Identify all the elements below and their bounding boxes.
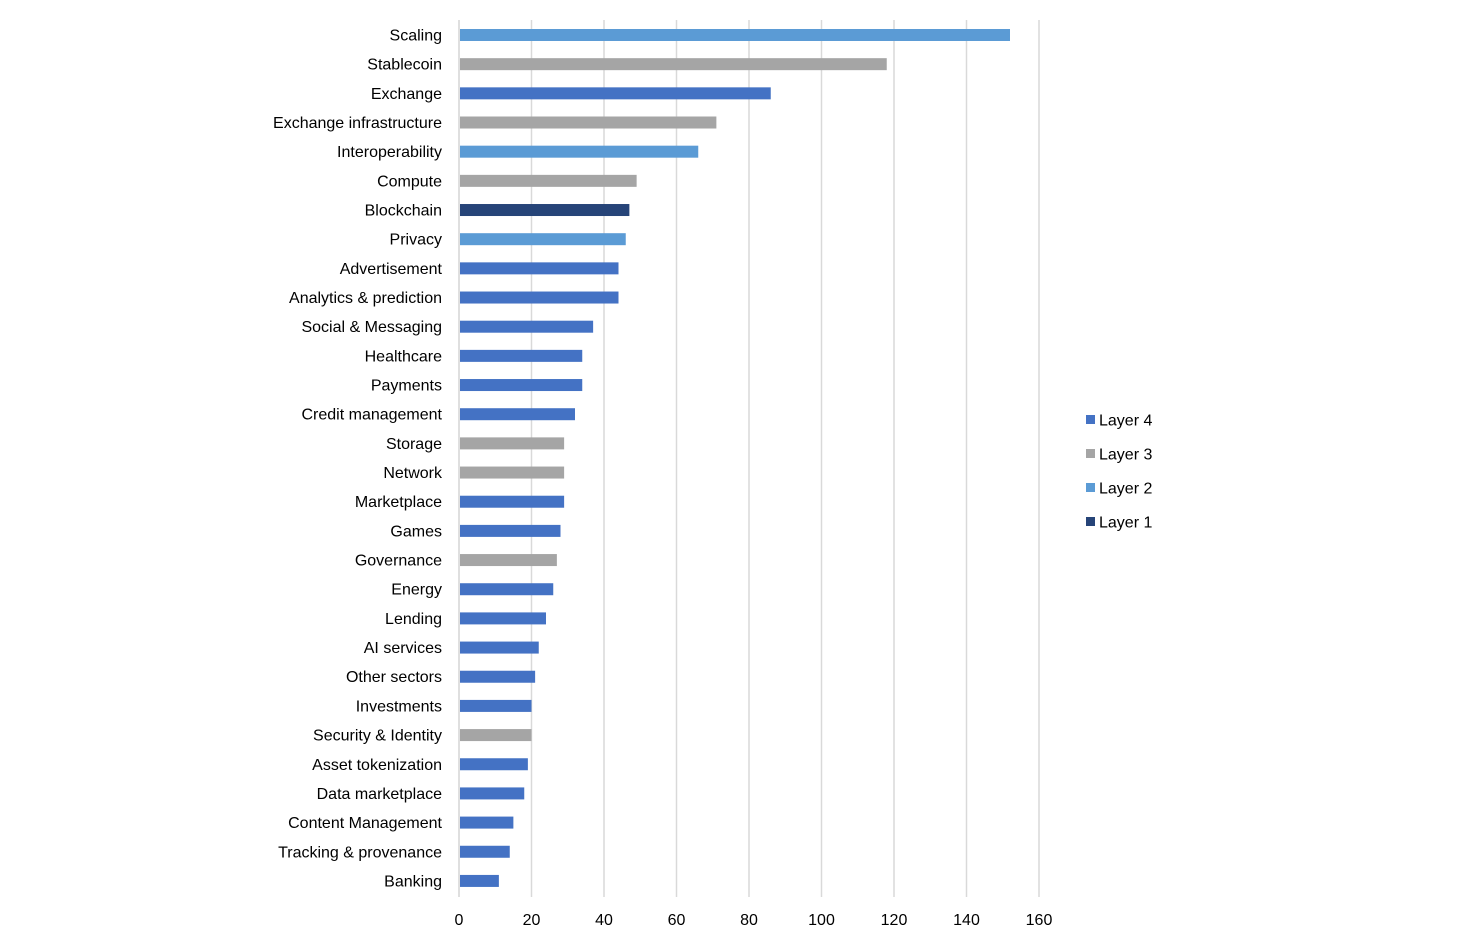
bar: [460, 437, 565, 450]
x-tick-label: 100: [808, 912, 835, 929]
category-label: Social & Messaging: [301, 319, 442, 336]
bar-layer: [460, 29, 1010, 887]
legend-label: Layer 2: [1099, 481, 1152, 498]
bar: [460, 641, 539, 654]
bar: [460, 874, 499, 887]
legend-swatch: [1086, 483, 1095, 492]
x-tick-label: 20: [523, 912, 541, 929]
legend-item: Layer 4: [1086, 413, 1152, 430]
category-label: Data marketplace: [317, 786, 442, 803]
legend-item: Layer 2: [1086, 481, 1152, 498]
legend-label: Layer 4: [1099, 413, 1152, 430]
category-label: Interoperability: [337, 144, 442, 161]
legend-swatch: [1086, 449, 1095, 458]
x-tick-label: 40: [595, 912, 613, 929]
bar: [460, 145, 699, 158]
category-label: Security & Identity: [313, 728, 442, 745]
bar: [460, 729, 532, 742]
category-label: AI services: [364, 640, 442, 657]
bar: [460, 204, 630, 217]
bar: [460, 262, 619, 275]
legend-item: Layer 3: [1086, 447, 1152, 464]
category-label: Other sectors: [346, 669, 442, 686]
bar: [460, 408, 575, 421]
x-axis-tick-labels: 0 20 40 60 80 100 120 140 160: [455, 912, 1053, 929]
category-label: Asset tokenization: [312, 757, 442, 774]
category-label: Lending: [385, 611, 442, 628]
category-label: Exchange: [371, 86, 442, 103]
category-label: Network: [383, 465, 443, 482]
x-tick-label: 60: [668, 912, 686, 929]
category-label: Games: [390, 523, 442, 540]
bar: [460, 320, 594, 333]
x-tick-label: 120: [881, 912, 908, 929]
bar: [460, 379, 583, 392]
category-label: Advertisement: [340, 261, 443, 278]
grid-layer: [458, 20, 1040, 897]
bar: [460, 612, 546, 625]
bar: [460, 466, 565, 479]
category-label: Privacy: [390, 232, 442, 249]
bar: [460, 116, 717, 129]
legend-item: Layer 1: [1086, 515, 1152, 532]
bar: [460, 816, 514, 829]
category-label: Payments: [371, 378, 442, 395]
legend-swatch: [1086, 415, 1095, 424]
category-label: Storage: [386, 436, 442, 453]
bar: [460, 349, 583, 362]
category-label: Energy: [391, 582, 442, 599]
x-tick-label: 160: [1026, 912, 1053, 929]
category-label: Investments: [356, 698, 442, 715]
x-tick-label: 140: [953, 912, 980, 929]
bar: [460, 524, 561, 537]
category-label: Content Management: [288, 815, 442, 832]
category-label: Credit management: [301, 407, 442, 424]
bar: [460, 554, 557, 567]
legend-label: Layer 1: [1099, 515, 1152, 532]
legend: Layer 4 Layer 3 Layer 2 Layer 1: [1086, 413, 1152, 532]
category-label: Compute: [377, 173, 442, 190]
legend-label: Layer 3: [1099, 447, 1152, 464]
x-tick-label: 0: [455, 912, 464, 929]
category-label: Analytics & prediction: [289, 290, 442, 307]
legend-swatch: [1086, 517, 1095, 526]
category-label: Scaling: [390, 28, 442, 45]
bar: [460, 29, 1010, 41]
bar: [460, 87, 771, 100]
category-label: Stablecoin: [367, 57, 442, 74]
category-label: Healthcare: [365, 348, 442, 365]
category-labels: Scaling Stablecoin Exchange Exchange infras…: [273, 28, 443, 891]
bar: [460, 787, 525, 800]
bar: [460, 758, 528, 771]
bar: [460, 670, 536, 683]
bar: [460, 233, 626, 246]
bar: [460, 583, 554, 596]
category-label: Tracking & provenance: [278, 844, 442, 861]
bar: [460, 174, 637, 187]
category-label: Blockchain: [365, 203, 442, 220]
bar: [460, 495, 565, 508]
category-label: Exchange infrastructure: [273, 115, 442, 132]
category-label: Governance: [355, 553, 442, 570]
category-label: Banking: [384, 873, 442, 890]
x-tick-label: 80: [740, 912, 758, 929]
bar: [460, 845, 510, 858]
bar: [460, 291, 619, 304]
bar: [460, 699, 532, 712]
bar: [460, 58, 887, 71]
category-label: Marketplace: [355, 494, 442, 511]
